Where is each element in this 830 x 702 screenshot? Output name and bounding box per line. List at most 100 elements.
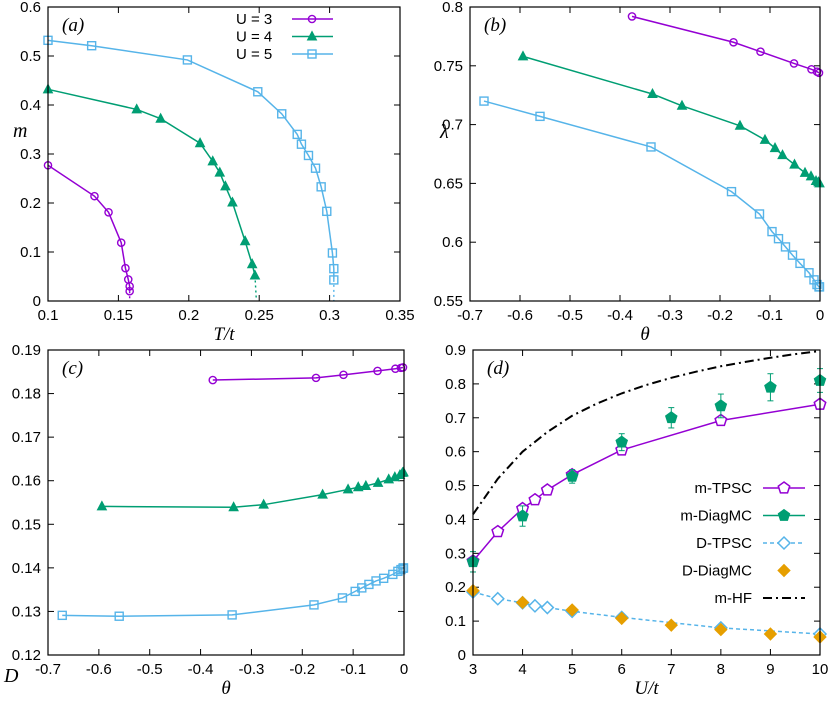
y-tick-label: 0.5 [20,48,41,65]
data-point [227,196,238,207]
data-point [714,413,728,427]
data-point [516,509,529,522]
data-point [258,498,269,509]
series-line [472,591,821,635]
y-tick-label: 0.5 [445,478,466,495]
y-tick-label: 0.16 [12,473,41,490]
series-line [47,39,335,280]
series-line [472,403,821,562]
plot-frame [47,6,401,302]
data-point [317,488,328,499]
data-point [490,591,505,606]
y-tick-label: 0.7 [442,117,463,134]
data-point [729,37,738,47]
panel-c: -0.7 -0.6 -0.5 -0.4 -0.3 -0.2 -0.1 0 0.12 0.13 0.1… [3,342,409,699]
y-tick-label: 0.55 [434,293,463,310]
panel-b: -0.7 -0.6 -0.5 -0.4 -0.3 -0.2 -0.1 0 0.55 0.6 0.65… [434,0,825,345]
y-tick-label: 0.13 [12,603,41,620]
data-point [805,170,817,181]
series-u=3 [627,12,824,78]
data-point [208,375,218,385]
y-tick-label: 0.6 [20,0,41,16]
x-tick-label: 0 [400,661,408,678]
panel-label: (a) [62,15,84,36]
data-point [116,238,126,247]
data-point [769,142,781,153]
data-point [646,142,656,152]
data-point [378,573,389,584]
x-tick-label: 0.3 [319,307,340,324]
x-tick-label: 8 [717,661,725,678]
data-point [104,208,113,217]
data-point [714,399,728,412]
series-u=4 [517,50,825,188]
y-tick-label: 0.1 [20,244,41,261]
data-point [277,109,287,119]
data-point [114,611,124,621]
data-point [479,96,489,106]
data-point [664,618,678,632]
series-line [483,100,820,288]
data-point [664,411,678,424]
data-point [756,47,765,56]
x-tick-label: -0.3 [657,307,683,324]
x-tick-label: 4 [518,661,526,678]
data-point [764,380,777,393]
x-tick-label: -0.1 [340,661,366,678]
x-tick-label: -0.4 [188,661,214,678]
y-tick-label: 0.18 [12,386,41,403]
data-point [615,435,629,448]
data-point [339,370,348,380]
data-point [795,258,805,269]
data-point [352,481,364,492]
x-tick-label: 5 [568,661,576,678]
legend-label: U = 5 [236,46,272,63]
data-point [780,242,791,252]
data-point [310,163,321,173]
x-tick-label: -0.3 [238,661,264,678]
data-point [227,610,237,620]
y-axis-label: D [3,665,19,687]
panel-label: (b) [484,15,506,36]
data-point [228,501,239,512]
x-tick-label: -0.5 [557,307,583,324]
y-tick-label: 0 [33,293,41,310]
data-point [777,149,788,160]
data-point [220,180,231,191]
x-tick-label: 0 [816,307,824,324]
data-point [337,593,348,603]
data-point [296,139,307,149]
series-line [47,164,131,292]
x-tick-label: -0.6 [507,307,533,324]
legend-label: U = 4 [236,29,272,46]
x-axis-label: θ [640,324,649,345]
y-tick-label: 0.12 [12,647,41,664]
y-tick-label: 0.1 [445,613,466,630]
x-tick-label: 9 [766,661,774,678]
series-line [47,88,256,276]
legend-label: m-HF [715,590,753,607]
data-point [804,268,814,278]
x-tick-label: 6 [618,661,626,678]
data-point [527,598,543,613]
data-point [329,275,339,285]
x-tick-label: 7 [667,661,675,678]
data-point [372,476,384,487]
data-point [615,611,629,626]
data-point [814,68,824,78]
data-point [155,112,166,123]
y-tick-label: 0.4 [445,511,466,528]
y-tick-label: 0.15 [12,516,41,533]
data-point [789,158,800,169]
data-point [515,595,530,610]
data-point [787,250,798,260]
y-axis-label: m [13,120,27,142]
x-tick-label: -0.6 [86,661,112,678]
series-line [631,15,820,74]
data-point [767,226,777,237]
x-tick-label: -0.5 [137,661,163,678]
legend-a: U = 3U = 4U = 5 [236,11,333,63]
data-point [253,87,263,97]
y-axis-label: λ [439,121,449,143]
series-m-hf [472,350,821,515]
